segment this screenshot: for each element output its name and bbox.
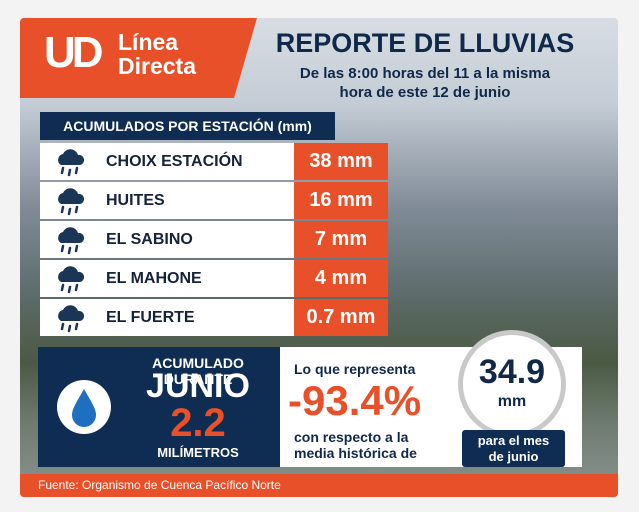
outro-line: media histórica de — [294, 445, 417, 461]
footer: Fuente: Organismo de Cuenca Pacífico Nor… — [20, 474, 618, 497]
logo-text: Línea Directa — [118, 30, 196, 78]
monthly-label: ACUMULADO DURANTE — [152, 355, 244, 387]
rain-drop — [74, 205, 79, 214]
table-row: EL SABINO 7 mm — [40, 221, 388, 258]
station-name: EL SABINO — [106, 231, 193, 248]
rain-drop — [60, 166, 65, 175]
cloud — [58, 188, 85, 204]
outro-line: con respecto a la — [294, 429, 409, 445]
rain-drop — [67, 324, 72, 333]
rain-drop — [74, 166, 79, 175]
logo-line: Directa — [118, 53, 196, 79]
monthly-box: ACUMULADO DURANTE JUNIO 2.2 MILÍMETROS — [38, 347, 280, 467]
historic-unit: mm — [497, 393, 527, 410]
card: UD Línea Directa REPORTE DE LLUVIAS De la… — [20, 18, 618, 497]
rain-icon — [58, 149, 85, 177]
subtitle: De las 8:00 horas del 11 a la misma hora … — [260, 64, 590, 102]
note-line: para el mes — [477, 433, 550, 448]
cloud — [58, 266, 85, 282]
rain-icon — [58, 227, 85, 255]
station-value: 38 mm — [294, 143, 388, 180]
station-value: 7 mm — [294, 221, 388, 258]
note-line: de junio — [488, 449, 539, 464]
rain-drop — [67, 285, 72, 294]
rain-drop — [67, 168, 72, 177]
table-row: EL FUERTE 0.7 mm — [40, 299, 388, 336]
comparison-outro: con respecto a la media histórica de — [294, 429, 417, 461]
comparison-intro: Lo que representa — [294, 361, 416, 377]
station-name: HUITES — [106, 192, 165, 209]
station-value: 0.7 mm — [294, 299, 388, 336]
monthly-value: 2.2 — [170, 401, 226, 445]
subtitle-line: hora de este 12 de junio — [339, 84, 511, 101]
title: REPORTE DE LLUVIAS — [275, 28, 575, 58]
drop-icon — [57, 380, 111, 434]
rain-drop — [74, 322, 79, 331]
station-value: 4 mm — [294, 260, 388, 297]
rain-icon — [58, 188, 85, 216]
subtitle-line: De las 8:00 horas del 11 a la misma — [299, 65, 551, 82]
rain-drop — [60, 322, 65, 331]
rain-drop — [60, 205, 65, 214]
monthly-month: JUNIO — [146, 367, 250, 405]
cloud — [58, 227, 85, 243]
station-name: EL FUERTE — [106, 309, 195, 326]
cloud — [58, 305, 85, 321]
historic-note: para el mes de junio — [462, 430, 565, 467]
rain-drop — [74, 283, 79, 292]
historic-value: 34.9 — [478, 353, 546, 391]
table-row: EL MAHONE 4 mm — [40, 260, 388, 297]
station-name: CHOIX ESTACIÓN — [106, 153, 243, 170]
rain-drop — [67, 246, 72, 255]
logo-band — [20, 18, 257, 98]
historic-circle: 34.9 mm — [458, 330, 566, 438]
rain-drop — [74, 244, 79, 253]
logo-line: Línea — [118, 29, 179, 55]
table-row: HUITES 16 mm — [40, 182, 388, 219]
rain-icon — [58, 266, 85, 294]
comparison-percent: -93.4% — [288, 377, 422, 424]
monthly-unit: MILÍMETROS — [157, 445, 239, 460]
rain-drop — [60, 244, 65, 253]
table-row: CHOIX ESTACIÓN 38 mm — [40, 143, 388, 180]
logo-mark: UD — [44, 28, 104, 77]
station-name: EL MAHONE — [106, 270, 202, 287]
rain-icon — [58, 305, 85, 333]
table-title: ACUMULADOS POR ESTACIÓN (mm) — [40, 112, 335, 140]
rain-drop — [67, 207, 72, 216]
station-value: 16 mm — [294, 182, 388, 219]
cloud — [58, 149, 85, 165]
rain-drop — [60, 283, 65, 292]
